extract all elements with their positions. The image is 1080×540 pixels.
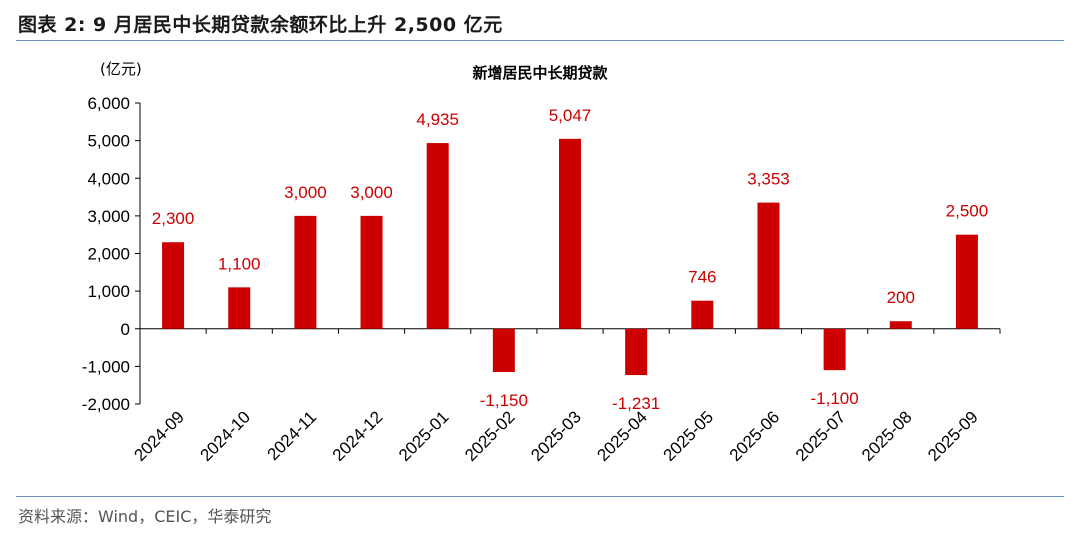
y-tick-label: 4,000 [87, 169, 130, 188]
bar [360, 215, 383, 329]
data-label: 4,935 [416, 110, 459, 129]
data-label: 3,353 [747, 170, 790, 189]
x-tick-label: 2024-09 [130, 407, 188, 465]
x-tick-label: 2025-05 [660, 407, 718, 465]
data-label: -1,231 [612, 394, 660, 413]
data-label: 5,047 [549, 106, 592, 125]
x-tick-label: 2025-04 [593, 407, 651, 465]
bar [294, 215, 317, 329]
x-tick-label: 2025-01 [395, 407, 453, 465]
value-labels: 2,300 1,100 3,000 3,000 4,935 -1,150 5,047 -1,2… [152, 106, 988, 413]
y-unit-label: (亿元) [100, 60, 142, 78]
bar [889, 321, 912, 329]
source-divider [16, 496, 1064, 497]
bar-chart: (亿元) 新增居民中长期贷款 6,000 5,000 4,000 3,000 2,000… [82, 60, 1001, 465]
bar [559, 138, 581, 329]
bars [162, 138, 978, 376]
x-tick-label: 2025-07 [792, 407, 850, 465]
y-tick-label: 0 [121, 320, 130, 339]
source-note: 资料来源：Wind，CEIC，华泰研究 [18, 507, 272, 526]
data-label: 2,300 [152, 209, 195, 228]
bar [162, 242, 185, 329]
y-tick-label: 2,000 [87, 245, 130, 264]
bar [625, 328, 648, 376]
bar [955, 234, 978, 329]
bar [228, 287, 251, 329]
x-tick-label: 2024-10 [197, 407, 255, 465]
data-label: 3,000 [284, 183, 327, 202]
x-tick-label: 2025-02 [461, 407, 519, 465]
x-tick-label: 2025-03 [527, 407, 585, 465]
data-label: -1,150 [480, 391, 528, 410]
axes: 6,000 5,000 4,000 3,000 2,000 1,000 0 -1,000 -2,… [82, 94, 1001, 465]
y-tick-label: 6,000 [87, 94, 130, 113]
y-tick-label: 1,000 [87, 282, 130, 301]
y-tick-label: -2,000 [82, 395, 130, 414]
bar [757, 202, 780, 329]
data-label: 200 [887, 288, 915, 307]
x-tick-label: 2024-11 [264, 407, 321, 464]
chart-title: 新增居民中长期贷款 [472, 64, 608, 82]
data-label: 3,000 [350, 183, 393, 202]
y-tick-label: 3,000 [87, 207, 130, 226]
x-tick-label: 2025-06 [726, 407, 784, 465]
bar [823, 328, 846, 371]
data-label: 1,100 [218, 254, 261, 273]
title-divider [16, 40, 1064, 41]
y-tick-label: -1,000 [82, 357, 130, 376]
x-tick-label: 2025-08 [858, 407, 916, 465]
data-label: 746 [688, 268, 716, 287]
bar [426, 143, 449, 329]
bar [492, 328, 515, 373]
y-tick-label: 5,000 [87, 132, 130, 151]
x-tick-label: 2025-09 [924, 407, 982, 465]
data-label: -1,100 [811, 389, 859, 408]
x-tick-label: 2024-12 [329, 407, 387, 465]
figure-title: 图表 2: 9 月居民中长期贷款余额环比上升 2,500 亿元 [18, 14, 503, 36]
data-label: 2,500 [946, 202, 989, 221]
bar [691, 300, 714, 329]
